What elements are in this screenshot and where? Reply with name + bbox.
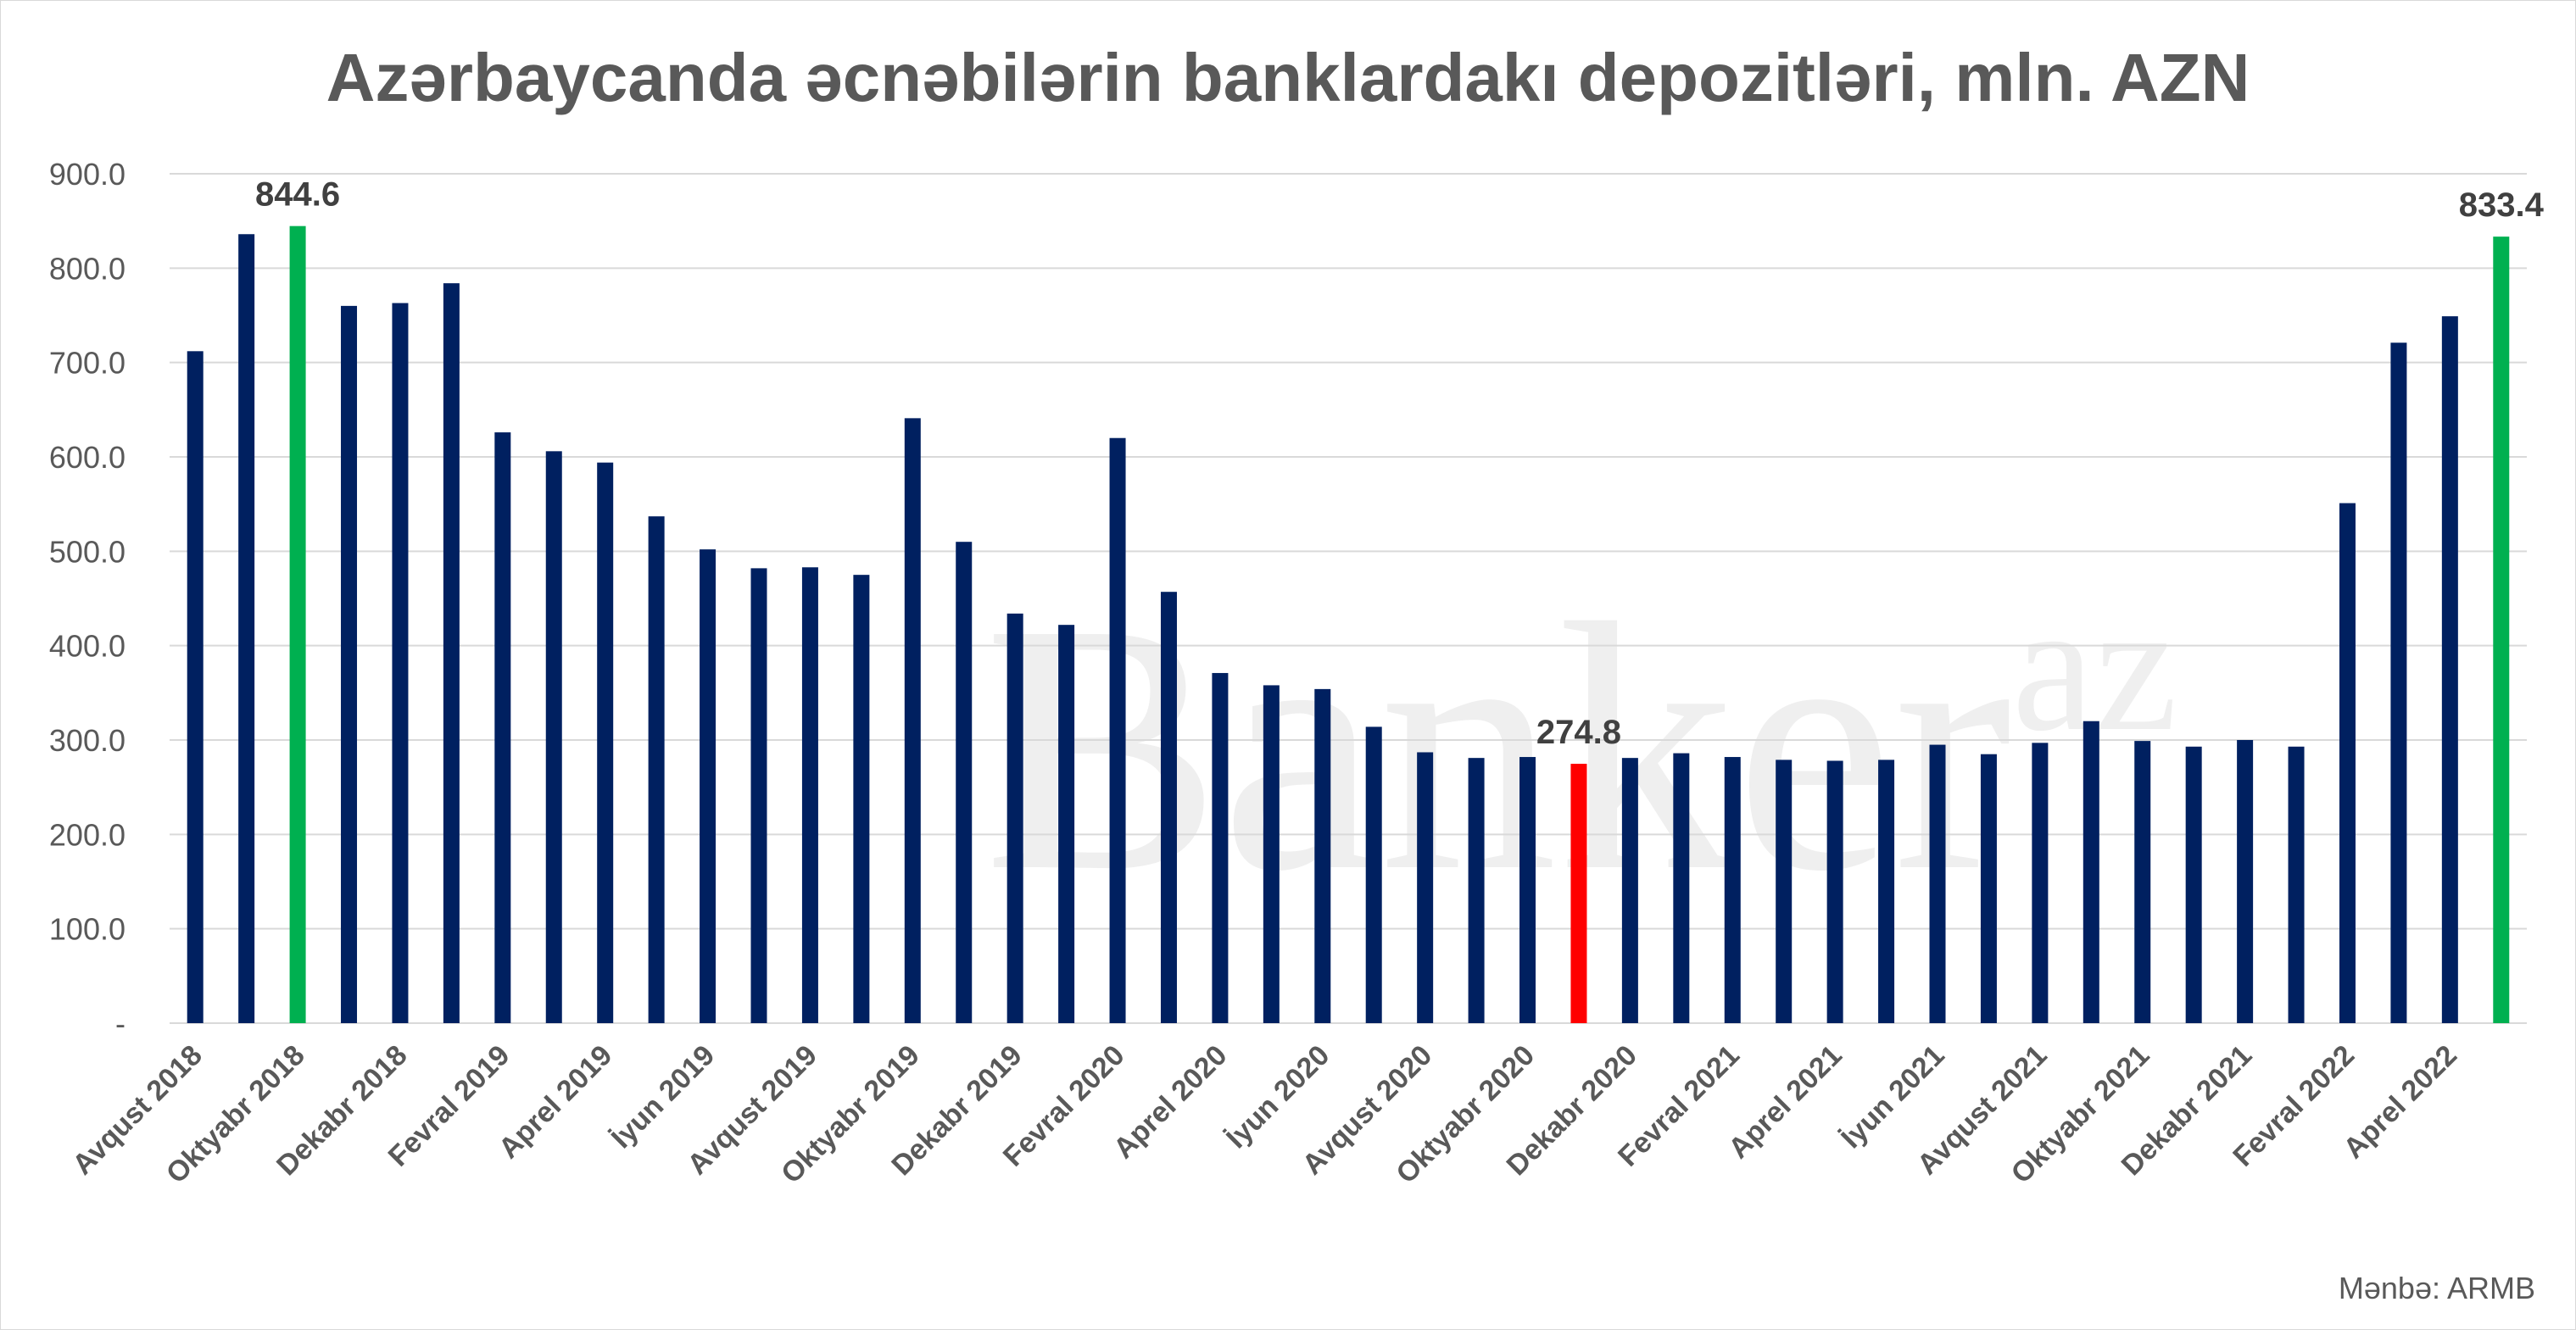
bar [2083, 721, 2099, 1023]
bar [2441, 316, 2458, 1023]
bar [956, 542, 973, 1023]
bar [853, 575, 870, 1023]
source-note: Mənbə: ARMB [2338, 1271, 2535, 1305]
y-tick-label: 100.0 [49, 912, 125, 947]
bars [187, 225, 2510, 1024]
bar [2134, 741, 2151, 1023]
bar [1160, 592, 1177, 1023]
bar [1878, 760, 1895, 1023]
bar [545, 451, 562, 1023]
data-label: 844.6 [255, 176, 340, 214]
y-tick-label: - [115, 1006, 125, 1041]
bar [2493, 237, 2510, 1023]
bar [700, 549, 716, 1023]
data-label: 833.4 [2459, 186, 2545, 224]
y-tick-label: 200.0 [49, 817, 125, 852]
bar [443, 283, 460, 1023]
bar [494, 432, 511, 1023]
y-axis: - 100.0 200.0 300.0 400.0 500.0 600.0 700.0 800.… [49, 157, 125, 1041]
bar [904, 418, 921, 1023]
bar [1417, 752, 1434, 1023]
bar [392, 303, 409, 1023]
y-tick-label: 400.0 [49, 629, 125, 664]
bar [2390, 342, 2407, 1024]
bar [1519, 757, 1536, 1023]
bar [238, 234, 255, 1024]
bar [1314, 688, 1331, 1023]
bar [1826, 760, 1843, 1023]
bar [1621, 758, 1638, 1023]
bar [187, 351, 204, 1024]
bar [289, 225, 306, 1023]
y-tick-label: 300.0 [49, 723, 125, 758]
chart-title: Azərbaycanda əcnəbilərin banklardakı dep… [326, 40, 2250, 115]
bar [1263, 685, 1280, 1023]
y-tick-label: 700.0 [49, 346, 125, 381]
bar [1109, 437, 1126, 1023]
bar [597, 462, 614, 1023]
y-tick-label: 900.0 [49, 157, 125, 192]
bar [1006, 613, 1023, 1023]
bar [1776, 760, 1793, 1023]
bar [1365, 726, 1382, 1023]
bar [1980, 754, 1997, 1023]
data-label: 274.8 [1536, 714, 1621, 751]
bar [2237, 740, 2254, 1023]
bar [801, 567, 818, 1023]
bar [648, 516, 665, 1023]
bar [2339, 503, 2356, 1023]
bar [341, 305, 358, 1023]
bar [2185, 746, 2202, 1023]
bar [1468, 758, 1485, 1023]
data-labels: 844.6 274.8 833.4 [255, 176, 2545, 751]
y-tick-label: 800.0 [49, 251, 125, 286]
bar [1058, 625, 1075, 1023]
bar [1570, 764, 1587, 1023]
bar [1724, 757, 1741, 1023]
y-tick-label: 600.0 [49, 440, 125, 475]
bar [2032, 743, 2049, 1023]
bar [1673, 753, 1690, 1023]
y-tick-label: 500.0 [49, 534, 125, 569]
bar [2288, 746, 2305, 1023]
bar [1929, 744, 1946, 1023]
bar [750, 568, 767, 1023]
gridlines [170, 173, 2527, 1024]
bar [1212, 672, 1229, 1023]
